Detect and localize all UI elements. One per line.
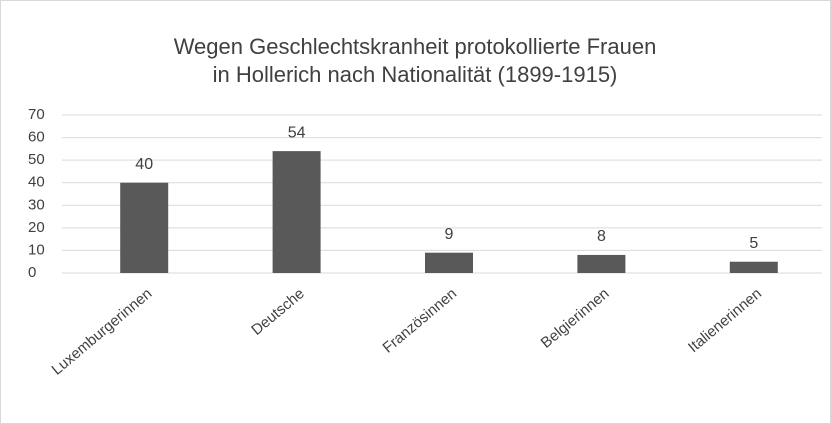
- y-tick-label: 30: [28, 196, 45, 213]
- data-label: 54: [288, 124, 306, 141]
- bar: [577, 254, 626, 273]
- bar: [272, 151, 321, 273]
- y-tick-label: 0: [28, 264, 36, 281]
- data-label: 8: [597, 228, 606, 245]
- y-tick-label: 70: [28, 106, 45, 123]
- y-tick-label: 20: [28, 219, 45, 236]
- data-label: 9: [445, 226, 454, 243]
- data-label: 40: [135, 156, 153, 173]
- bar: [120, 182, 169, 273]
- y-tick-label: 10: [28, 241, 45, 258]
- bar: [425, 252, 473, 273]
- y-tick-label: 50: [28, 151, 45, 168]
- chart-title: in Hollerich nach Nationalität (1899-191…: [213, 62, 618, 87]
- y-tick-label: 60: [28, 129, 45, 146]
- y-tick-label: 40: [28, 174, 45, 191]
- data-label: 5: [749, 235, 758, 252]
- bar: [729, 261, 778, 273]
- chart-title: Wegen Geschlechtskranheit protokollierte…: [174, 34, 657, 59]
